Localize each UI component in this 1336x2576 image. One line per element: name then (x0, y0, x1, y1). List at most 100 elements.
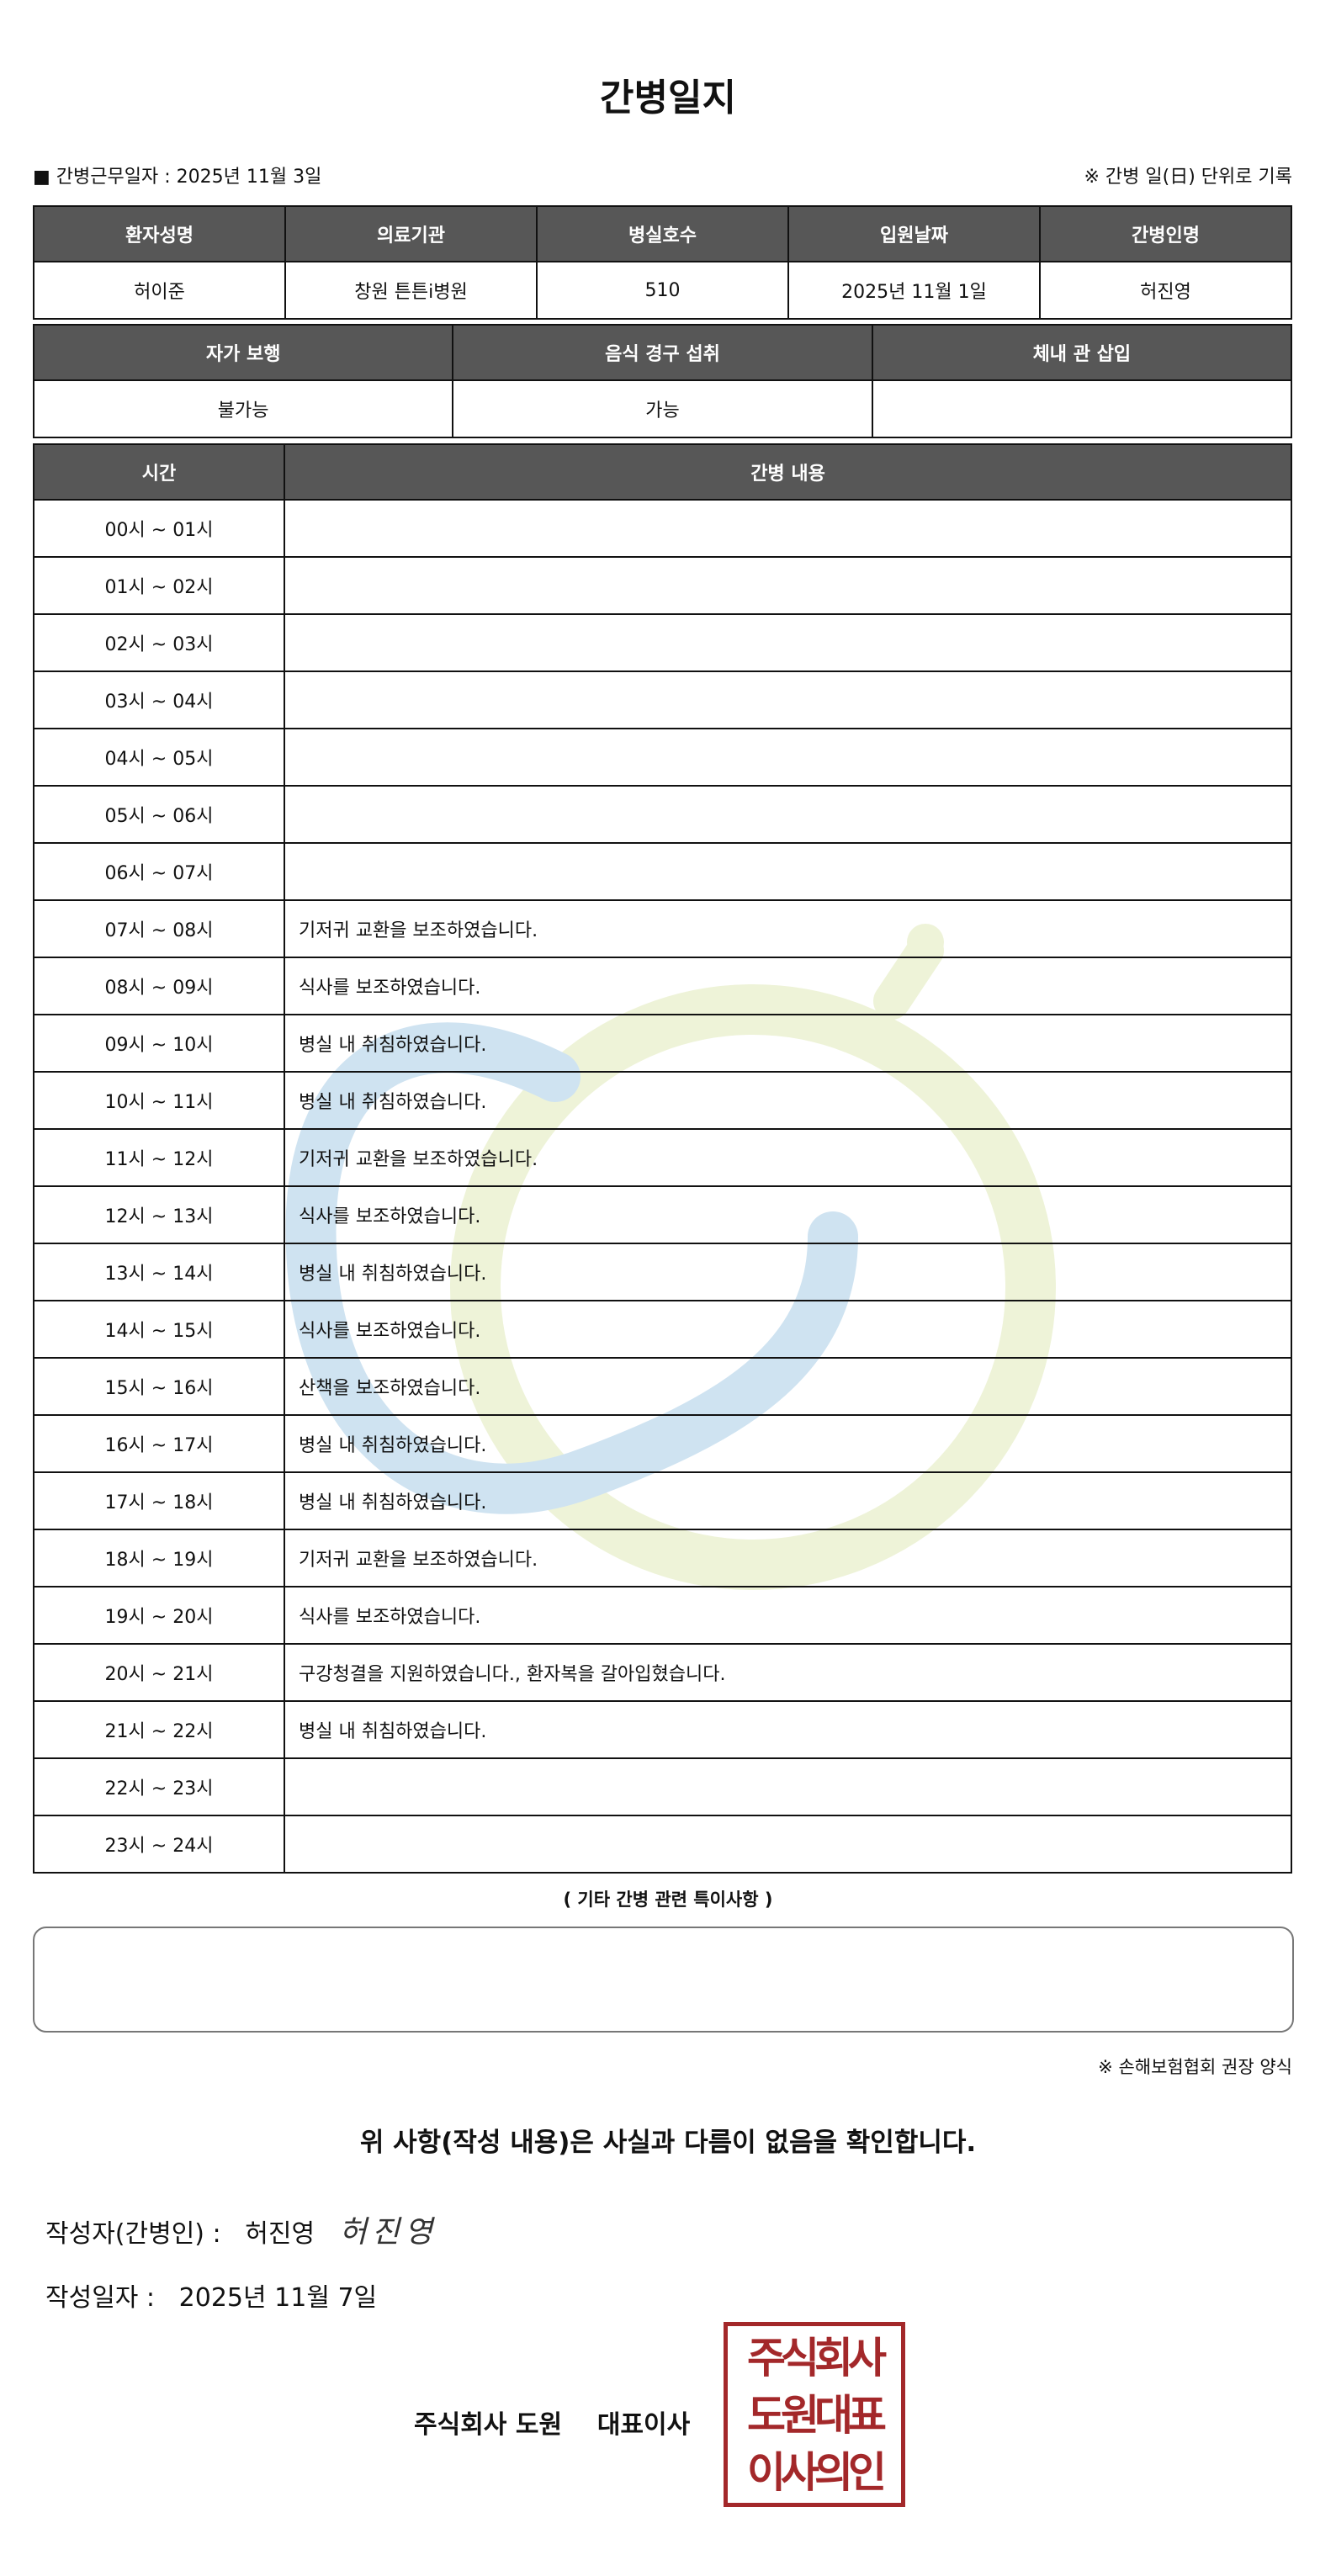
tube-value (871, 379, 1293, 438)
room-number: 510 (536, 261, 789, 320)
stamp-line: 주식회사 (747, 2334, 887, 2383)
page-title: 간병일지 (600, 77, 736, 119)
care-content-cell (284, 728, 1292, 787)
care-content-cell: 식사를 보조하였습니다. (284, 1185, 1292, 1244)
table-row: 23시 ~ 24시 (33, 1815, 1292, 1874)
time-cell: 05시 ~ 06시 (33, 785, 285, 844)
signature: 허진영 (338, 2215, 438, 2250)
time-cell: 16시 ~ 17시 (33, 1414, 285, 1473)
care-content-cell: 구강청결을 지원하였습니다., 환자복을 갈아입혔습니다. (284, 1643, 1292, 1702)
admission-date: 2025년 11월 1일 (787, 261, 1041, 320)
care-content-cell: 식사를 보조하였습니다. (284, 1300, 1292, 1359)
table-row: 22시 ~ 23시 (33, 1757, 1292, 1816)
care-content-cell: 기저귀 교환을 보조하였습니다. (284, 899, 1292, 958)
header-caregiver: 간병인명 (1039, 205, 1292, 262)
header-time: 시간 (33, 443, 285, 501)
patient-info-table: 환자성명 의료기관 병실호수 입원날짜 간병인명 허이준 창원 튼튼i병원 51… (33, 205, 1292, 320)
care-content-cell (284, 499, 1292, 558)
time-cell: 00시 ~ 01시 (33, 499, 285, 558)
header-tube: 체내 관 삽입 (871, 324, 1293, 381)
care-content-cell: 병실 내 취침하였습니다. (284, 1700, 1292, 1759)
oral-intake-value: 가능 (452, 379, 873, 438)
time-cell: 04시 ~ 05시 (33, 728, 285, 787)
care-content-cell: 병실 내 취침하였습니다. (284, 1243, 1292, 1301)
writer-name: 허진영 (245, 2219, 315, 2249)
time-cell: 19시 ~ 20시 (33, 1586, 285, 1645)
time-cell: 02시 ~ 03시 (33, 613, 285, 672)
walking-value: 불가능 (32, 379, 454, 438)
company-representative: 주식회사 도원 대표이사 (414, 2410, 691, 2440)
care-content-cell (284, 1757, 1292, 1816)
care-log-table: 시간 간병 내용 00시 ~ 01시 01시 ~ 02시 02시 ~ 03시 03시 … (33, 443, 1292, 1874)
header-care-content: 간병 내용 (284, 443, 1292, 501)
table-row: 03시 ~ 04시 (33, 671, 1292, 729)
hospital: 창원 튼튼i병원 (284, 261, 538, 320)
table-row: 00시 ~ 01시 (33, 499, 1292, 558)
care-content-cell (284, 671, 1292, 729)
time-cell: 13시 ~ 14시 (33, 1243, 285, 1301)
header-hospital: 의료기관 (284, 205, 538, 262)
time-cell: 23시 ~ 24시 (33, 1815, 285, 1874)
table-row: 01시 ~ 02시 (33, 556, 1292, 615)
table-row: 09시 ~ 10시 병실 내 취침하였습니다. (33, 1014, 1292, 1073)
care-content-cell: 기저귀 교환을 보조하였습니다. (284, 1529, 1292, 1587)
header-oral-intake: 음식 경구 섭취 (452, 324, 873, 381)
stamp-line: 도원대표 (747, 2391, 887, 2440)
care-content-cell: 병실 내 취침하였습니다. (284, 1471, 1292, 1530)
work-date: ■ 간병근무일자 : 2025년 11월 3일 (33, 167, 322, 188)
care-content-cell: 병실 내 취침하였습니다. (284, 1014, 1292, 1073)
table-row: 21시 ~ 22시 병실 내 취침하였습니다. (33, 1700, 1292, 1759)
etc-label: ( 기타 간병 관련 특이사항 ) (563, 1890, 773, 1910)
caregiver-name: 허진영 (1039, 261, 1292, 320)
time-cell: 18시 ~ 19시 (33, 1529, 285, 1587)
table-row: 07시 ~ 08시 기저귀 교환을 보조하였습니다. (33, 899, 1292, 958)
table-row: 13시 ~ 14시 병실 내 취침하였습니다. (33, 1243, 1292, 1301)
table-row: 15시 ~ 16시 산책을 보조하였습니다. (33, 1357, 1292, 1416)
table-row: 14시 ~ 15시 식사를 보조하였습니다. (33, 1300, 1292, 1359)
writer-line: 작성자(간병인) : 허진영 허진영 (45, 2208, 437, 2251)
time-cell: 06시 ~ 07시 (33, 842, 285, 901)
table-row: 12시 ~ 13시 식사를 보조하였습니다. (33, 1185, 1292, 1244)
patient-name: 허이준 (33, 261, 286, 320)
date-value: 2025년 11월 7일 (178, 2283, 378, 2313)
care-content-cell: 병실 내 취침하였습니다. (284, 1414, 1292, 1473)
table-row: 06시 ~ 07시 (33, 842, 1292, 901)
stamp-line: 이사의인 (747, 2448, 887, 2497)
time-cell: 21시 ~ 22시 (33, 1700, 285, 1759)
table-row: 02시 ~ 03시 (33, 613, 1292, 672)
table-row: 11시 ~ 12시 기저귀 교환을 보조하였습니다. (33, 1128, 1292, 1187)
time-cell: 22시 ~ 23시 (33, 1757, 285, 1816)
table-row: 20시 ~ 21시 구강청결을 지원하였습니다., 환자복을 갈아입혔습니다. (33, 1643, 1292, 1702)
form-note: ※ 손해보험협회 권장 양식 (1098, 2057, 1292, 2077)
table-row: 10시 ~ 11시 병실 내 취침하였습니다. (33, 1071, 1292, 1130)
care-content-cell (284, 1815, 1292, 1874)
time-cell: 12시 ~ 13시 (33, 1185, 285, 1244)
care-content-cell (284, 613, 1292, 672)
care-content-cell: 식사를 보조하였습니다. (284, 957, 1292, 1015)
time-cell: 01시 ~ 02시 (33, 556, 285, 615)
writer-label: 작성자(간병인) : (45, 2219, 221, 2249)
care-content-cell: 기저귀 교환을 보조하였습니다. (284, 1128, 1292, 1187)
time-cell: 11시 ~ 12시 (33, 1128, 285, 1187)
care-content-cell: 식사를 보조하였습니다. (284, 1586, 1292, 1645)
care-content-cell (284, 556, 1292, 615)
company-seal-stamp: 주식회사 도원대표 이사의인 (724, 2322, 905, 2507)
time-cell: 14시 ~ 15시 (33, 1300, 285, 1359)
record-note: ※ 간병 일(日) 단위로 기록 (1084, 167, 1293, 188)
table-row: 05시 ~ 06시 (33, 785, 1292, 844)
table-row: 04시 ~ 05시 (33, 728, 1292, 787)
patient-status-table: 자가 보행 음식 경구 섭취 체내 관 삽입 불가능 가능 (32, 324, 1293, 438)
time-cell: 03시 ~ 04시 (33, 671, 285, 729)
care-content-cell: 병실 내 취침하였습니다. (284, 1071, 1292, 1130)
table-row: 17시 ~ 18시 병실 내 취침하였습니다. (33, 1471, 1292, 1530)
header-admission-date: 입원날짜 (787, 205, 1041, 262)
table-row: 08시 ~ 09시 식사를 보조하였습니다. (33, 957, 1292, 1015)
table-row: 18시 ~ 19시 기저귀 교환을 보조하였습니다. (33, 1529, 1292, 1587)
care-content-cell: 산책을 보조하였습니다. (284, 1357, 1292, 1416)
time-cell: 07시 ~ 08시 (33, 899, 285, 958)
etc-notes-box (33, 1927, 1294, 2033)
table-row: 16시 ~ 17시 병실 내 취침하였습니다. (33, 1414, 1292, 1473)
written-date-line: 작성일자 : 2025년 11월 7일 (45, 2277, 377, 2314)
time-cell: 10시 ~ 11시 (33, 1071, 285, 1130)
table-row: 19시 ~ 20시 식사를 보조하였습니다. (33, 1586, 1292, 1645)
